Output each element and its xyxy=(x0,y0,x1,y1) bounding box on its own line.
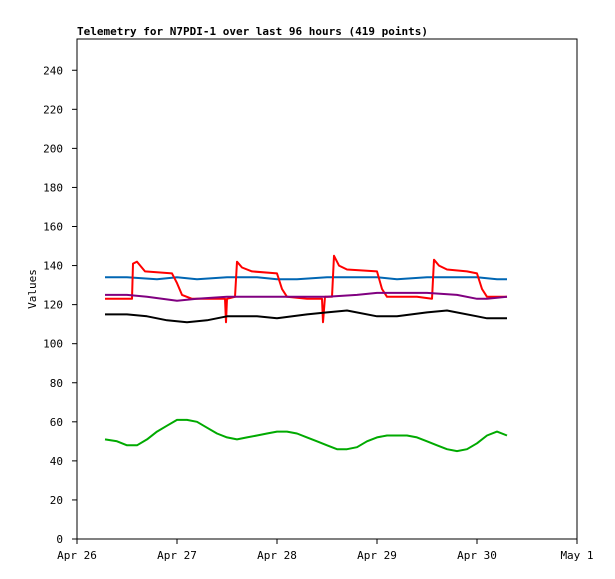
y-tick-label: 20 xyxy=(50,494,63,507)
x-tick-label: Apr 29 xyxy=(357,549,397,562)
y-tick-label: 40 xyxy=(50,455,63,468)
chart-title: Telemetry for N7PDI-1 over last 96 hours… xyxy=(77,25,428,38)
plot-frame xyxy=(76,38,578,540)
series-layer xyxy=(104,254,508,453)
y-tick-label: 0 xyxy=(56,533,63,546)
y-tick-label: 60 xyxy=(50,416,63,429)
x-tick-label: Apr 26 xyxy=(57,549,97,562)
series-line-2 xyxy=(105,254,507,324)
series-line-1 xyxy=(105,276,507,281)
y-tick-label: 180 xyxy=(43,181,63,194)
x-tick-label: Apr 27 xyxy=(157,549,197,562)
x-tick-label: Apr 30 xyxy=(457,549,497,562)
x-axis: Apr 26 Apr 27 Apr 28 Apr 29 Apr 30 May 1 xyxy=(57,539,594,562)
x-tick-label: Apr 28 xyxy=(257,549,297,562)
y-tick-label: 140 xyxy=(43,260,63,273)
series-line-4 xyxy=(105,309,507,324)
y-tick-label: 100 xyxy=(43,338,63,351)
y-tick-label: 220 xyxy=(43,103,63,116)
y-tick-label: 80 xyxy=(50,377,63,390)
y-tick-label: 200 xyxy=(43,142,63,155)
y-tick-label: 120 xyxy=(43,299,63,312)
x-tick-label: May 1 xyxy=(560,549,593,562)
series-line-5 xyxy=(104,418,508,453)
y-axis: 0 20 40 60 80 100 120 140 160 180 200 220 240 xyxy=(43,64,77,546)
y-tick-label: 160 xyxy=(43,221,63,234)
y-axis-label: Values xyxy=(26,269,39,309)
y-tick-label: 240 xyxy=(43,64,63,77)
series-line-3 xyxy=(105,291,508,302)
